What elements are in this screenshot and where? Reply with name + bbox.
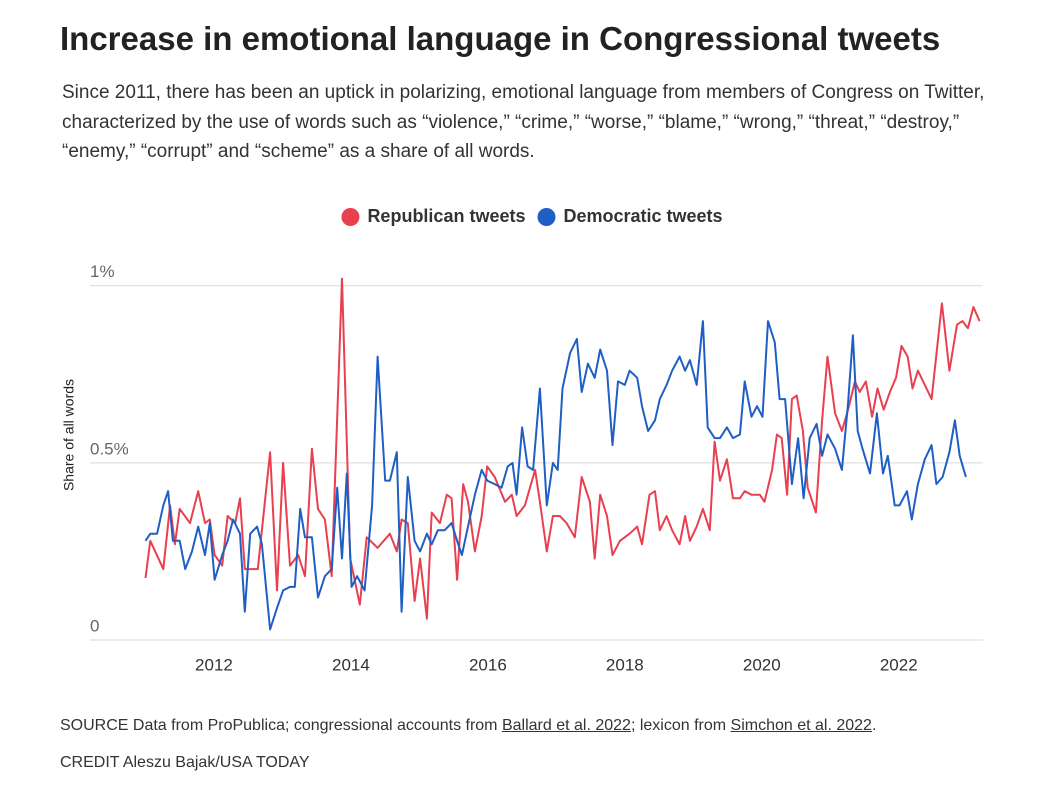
legend-item: Democratic tweets [537, 206, 723, 226]
source-text: ; lexicon from [630, 717, 731, 734]
line [144, 320, 967, 631]
source-text: SOURCE Data from ProPublica; congression… [60, 717, 502, 734]
chart-subtitle: Since 2011, there has been an uptick in … [62, 82, 985, 162]
y-axis-label: Share of all words [61, 379, 77, 491]
y-tick-label: 0 [90, 616, 99, 635]
x-tick-label: 2020 [743, 655, 781, 674]
source-text: . [871, 717, 877, 734]
legend-label: Republican tweets [367, 206, 525, 226]
chart-title: Increase in emotional language in Congre… [60, 20, 941, 57]
x-tick-label: 2016 [469, 655, 507, 674]
source: SOURCE Data from ProPublica; congression… [60, 717, 876, 735]
x-tick-label: 2012 [195, 655, 233, 674]
y-tick-label: 0.5% [90, 439, 129, 458]
source-link[interactable]: Ballard et al. 2022 [501, 717, 631, 734]
legend-swatch [341, 208, 360, 226]
x-tick-label: 2018 [606, 655, 644, 674]
x-tick-label: 2014 [332, 655, 370, 674]
y-tick-label: 1% [90, 262, 115, 281]
legend-swatch [537, 208, 556, 226]
legend-label: Democratic tweets [563, 206, 722, 226]
source-link[interactable]: Simchon et al. 2022 [730, 717, 872, 734]
line [144, 277, 981, 620]
credit: CREDIT Aleszu Bajak/USA TODAY [60, 754, 310, 771]
legend-item: Republican tweets [341, 206, 525, 226]
x-tick-label: 2022 [880, 655, 918, 674]
